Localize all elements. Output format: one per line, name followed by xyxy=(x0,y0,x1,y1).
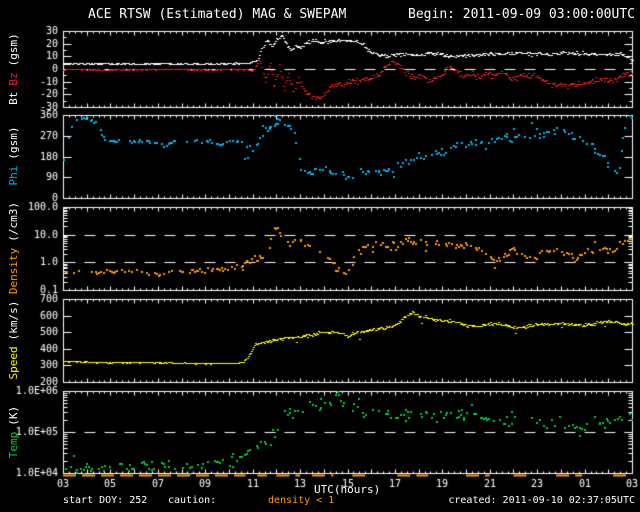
begin-timestamp: Begin: 2011-09-09 03:00:00UTC xyxy=(408,7,635,22)
x-axis-label: UTC(hours) xyxy=(314,483,381,496)
y-axis-label-temp: Temp (K) xyxy=(7,332,21,512)
created-timestamp: created: 2011-09-10 02:37:05UTC xyxy=(448,495,635,506)
caution-label: caution: xyxy=(168,495,217,506)
start-doy-label: start DOY: 252 xyxy=(63,495,148,506)
y-label-density-units: (/cm3) xyxy=(7,201,20,242)
y-label-temp-units: (K) xyxy=(7,405,20,426)
page-title: ACE RTSW (Estimated) MAG & SWEPAM xyxy=(88,7,347,22)
caution-value: density < 1 xyxy=(268,495,335,506)
y-label-temp: Temp xyxy=(7,431,20,459)
